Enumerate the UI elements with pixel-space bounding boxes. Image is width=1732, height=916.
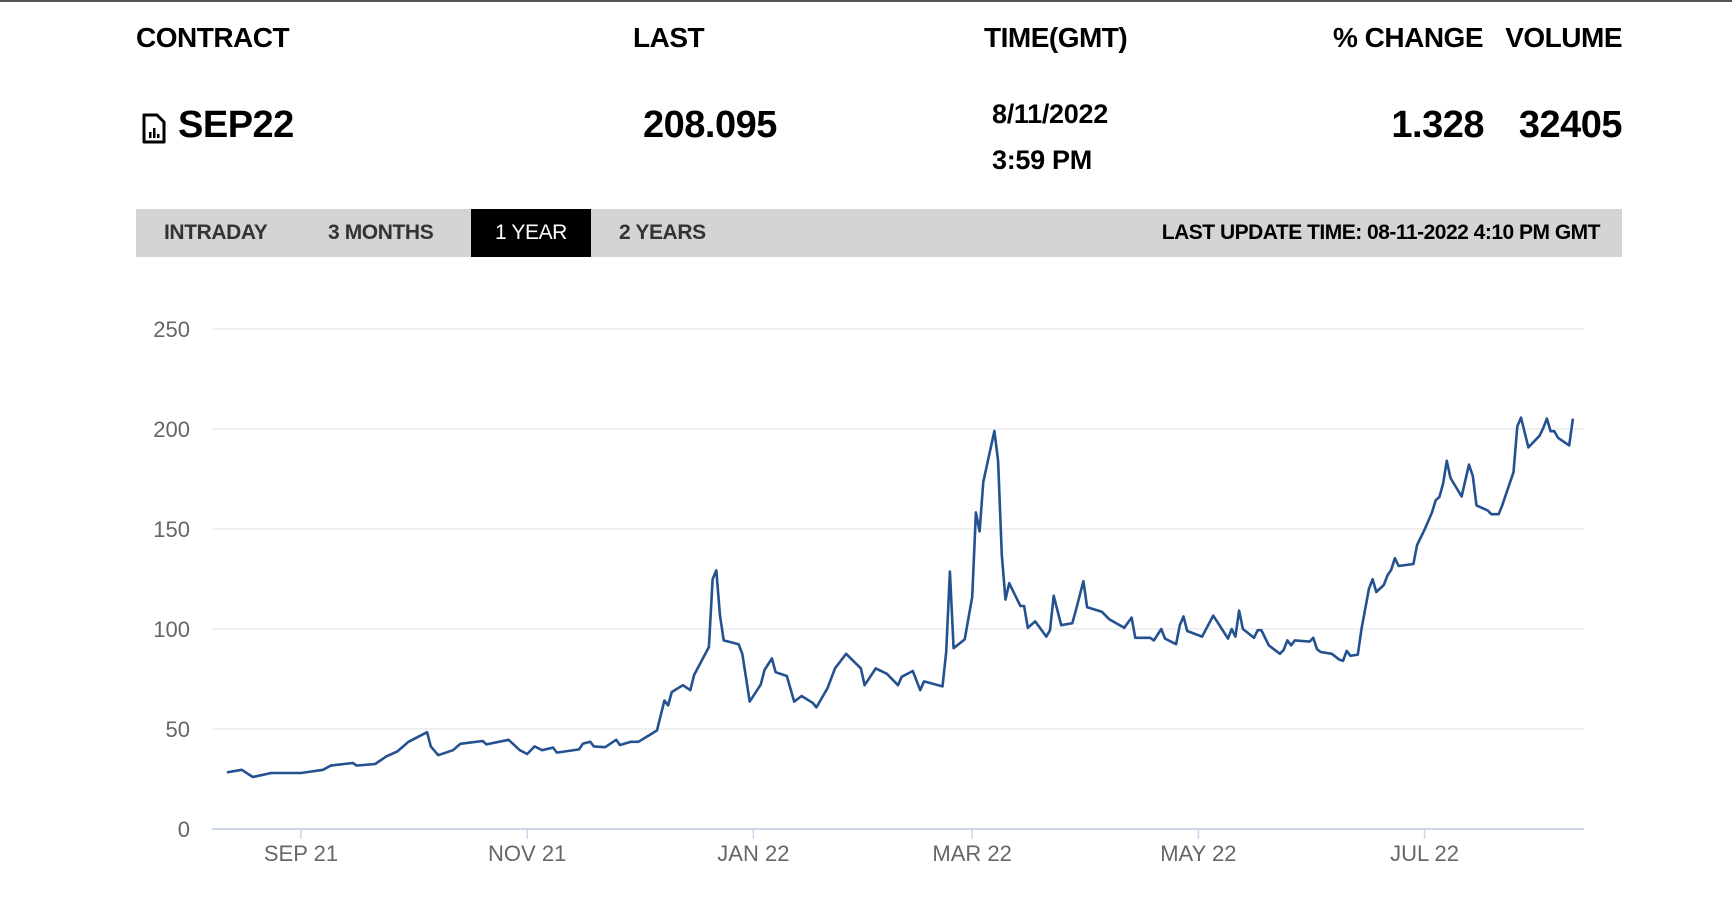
y-tick-label: 150 [153, 517, 190, 542]
time-header: TIME(GMT) [984, 22, 1128, 53]
quote-time: 3:59 PM [992, 145, 1092, 175]
last-update-time: LAST UPDATE TIME: 08-11-2022 4:10 PM GMT [1161, 221, 1601, 244]
y-tick-label: 50 [166, 717, 190, 742]
x-tick-label: NOV 21 [488, 841, 566, 866]
tab-intraday[interactable]: INTRADAY [164, 221, 268, 244]
tab-2-years[interactable]: 2 YEARS [619, 221, 706, 244]
change-value: 1.328 [1391, 104, 1484, 146]
last-header: LAST [633, 22, 705, 53]
series-line-group [226, 416, 1575, 779]
last-value: 208.095 [643, 104, 777, 146]
tab-3-months[interactable]: 3 MONTHS [328, 221, 434, 244]
y-tick-label: 0 [178, 817, 190, 842]
x-axis-labels: SEP 21 NOV 21 JAN 22 MAR 22 MAY 22 JUL 22 [264, 829, 1459, 866]
price-series-line [226, 416, 1575, 779]
x-tick-label: JUL 22 [1390, 841, 1459, 866]
range-tab-bar: INTRADAY 3 MONTHS 1 YEAR 2 YEARS LAST UP… [136, 209, 1622, 257]
contract-value[interactable]: SEP22 [178, 104, 294, 146]
y-tick-label: 250 [153, 317, 190, 342]
quote-date: 8/11/2022 [992, 99, 1108, 129]
volume-header: VOLUME [1505, 22, 1622, 53]
change-header: % CHANGE [1333, 22, 1484, 53]
tab-1-year[interactable]: 1 YEAR [471, 209, 591, 257]
x-tick-label: JAN 22 [717, 841, 789, 866]
x-tick-label: MAY 22 [1160, 841, 1236, 866]
x-tick-label: SEP 21 [264, 841, 338, 866]
gridlines [212, 328, 1584, 830]
volume-value: 32405 [1518, 104, 1623, 146]
top-border [0, 0, 1732, 2]
x-tick-label: MAR 22 [932, 841, 1011, 866]
y-tick-label: 200 [153, 417, 190, 442]
y-tick-label: 100 [153, 617, 190, 642]
y-axis-labels: 0 50 100 150 200 250 [153, 317, 190, 842]
contract-header: CONTRACT [136, 22, 290, 53]
document-chart-icon[interactable] [141, 113, 167, 145]
